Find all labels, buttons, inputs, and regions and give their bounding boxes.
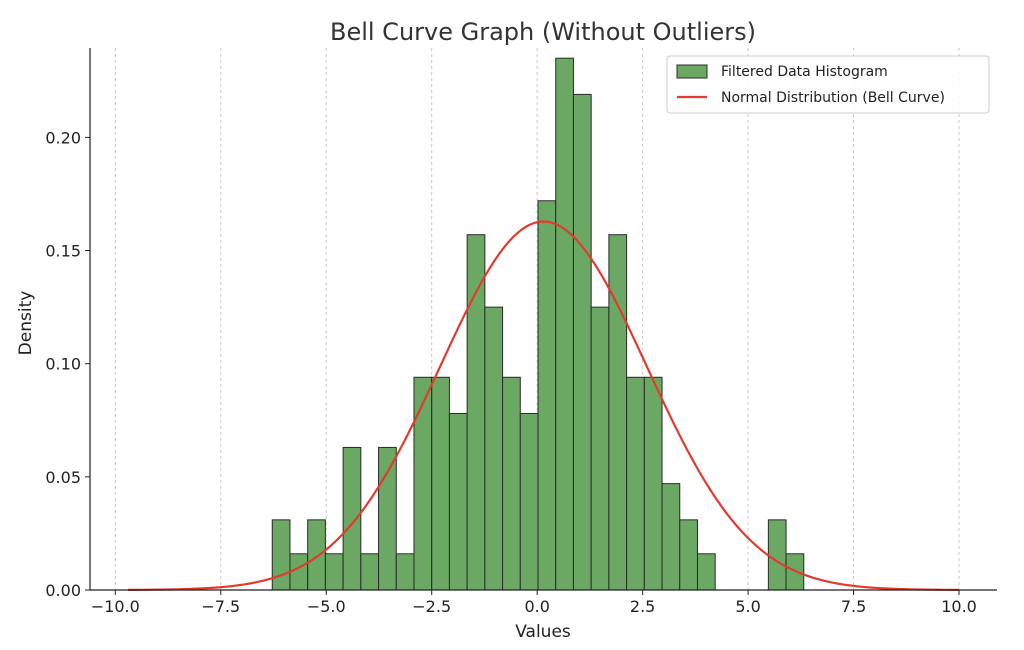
histogram-bar [289,553,309,591]
y-tick-label: 0.20 [45,128,81,147]
histogram-bar [502,376,521,591]
tick-labels: −10.0 −7.5 −5.0 −2.5 0.0 2.5 5.0 7.5 10.0 0.00 0.0… [45,128,976,616]
histogram-bar [679,519,698,591]
legend-swatch-histogram [676,64,708,79]
y-tick-label: 0.00 [45,581,81,600]
histogram-bar [519,412,539,591]
histogram-bar [626,376,645,591]
y-tick-label: 0.15 [45,242,81,261]
histogram-bar [608,234,628,591]
histogram-bar [307,519,326,591]
histogram-bar [271,519,291,591]
legend-label-curve: Normal Distribution (Bell Curve) [721,90,945,106]
x-tick-label: −7.5 [201,597,240,616]
y-tick-label: 0.10 [45,355,81,374]
histogram-bars [271,57,805,591]
histogram-bar [378,446,397,591]
histogram-bar [324,553,344,591]
histogram-bar [431,376,450,591]
grid-lines [114,48,960,590]
y-tick-label: 0.05 [45,468,81,487]
histogram-bar [643,376,663,591]
x-tick-label: 7.5 [841,597,866,616]
histogram-bar [590,306,610,591]
bell-curve-layer [127,220,960,591]
x-tick-label: −2.5 [412,597,451,616]
histogram-bar [767,519,787,591]
histogram-bar [413,376,433,591]
x-tick-label: 10.0 [941,597,977,616]
bell-curve-line [127,220,960,591]
histogram-bar [360,553,380,591]
legend: Filtered Data Histogram Normal Distribut… [666,55,990,114]
histogram-bar [572,93,592,591]
histogram-bar [537,200,557,591]
histogram-bar [661,483,681,591]
x-tick-label: 2.5 [630,597,655,616]
histogram-bar [395,553,415,591]
axes [89,48,997,591]
x-tick-label: 0.0 [524,597,549,616]
histogram-bar [696,553,716,591]
x-tick-label: −10.0 [91,597,140,616]
chart-title: Bell Curve Graph (Without Outliers) [330,18,756,46]
legend-label-histogram: Filtered Data Histogram [721,64,888,80]
x-axis-label: Values [515,622,571,642]
x-tick-label: −5.0 [307,597,346,616]
y-axis-label: Density [16,291,36,356]
histogram-bar [484,306,504,591]
legend-box [666,55,990,114]
x-tick-label: 5.0 [735,597,760,616]
histogram-bar [466,234,486,591]
histogram-bar [555,57,574,591]
histogram-bar [342,446,362,591]
histogram-bar [448,412,468,591]
